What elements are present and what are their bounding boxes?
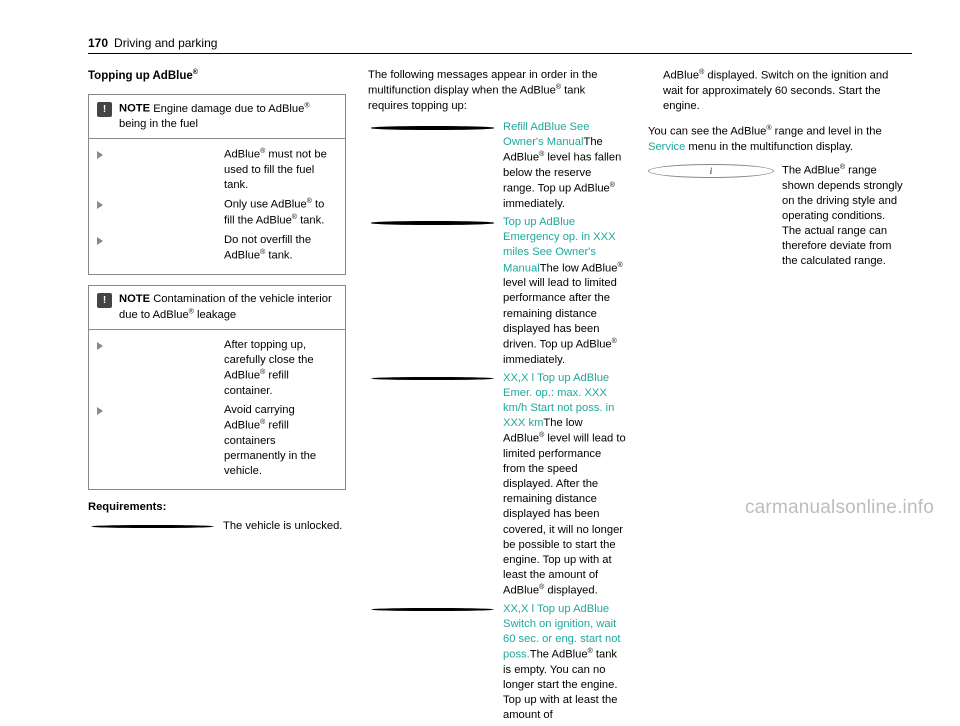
intro-text: The following messages appear in order i… bbox=[368, 68, 626, 114]
triangle-icon bbox=[97, 407, 216, 415]
bullet-icon bbox=[371, 377, 494, 381]
message-item: XX,X l Top up AdBlue Emer. op.: max. XXX… bbox=[368, 371, 626, 599]
message-item: Refill AdBlue See Owner's ManualThe AdBl… bbox=[368, 120, 626, 212]
note-head-text: NOTE Engine damage due to AdBlue® being … bbox=[119, 101, 337, 132]
note-body: After topping up, carefully close the Ad… bbox=[89, 330, 345, 489]
note-header: ! NOTE Engine damage due to AdBlue® bein… bbox=[89, 95, 345, 139]
columns: Topping up AdBlue® ! NOTE Engine damage … bbox=[88, 68, 912, 726]
note-item: AdBlue® must not be used to fill the fue… bbox=[97, 147, 337, 193]
note-item: Do not overfill the AdBlue® tank. bbox=[97, 233, 337, 264]
note-item: Only use AdBlue® to fill the AdBlue® tan… bbox=[97, 197, 337, 229]
page-header: 170 Driving and parking bbox=[88, 36, 912, 54]
column-1: Topping up AdBlue® ! NOTE Engine damage … bbox=[88, 68, 346, 726]
page-section: Driving and parking bbox=[114, 36, 217, 50]
note-box-1: ! NOTE Engine damage due to AdBlue® bein… bbox=[88, 94, 346, 275]
bullet-icon bbox=[371, 221, 494, 225]
page-number: 170 bbox=[88, 36, 108, 50]
triangle-icon bbox=[97, 342, 216, 350]
warning-icon: ! bbox=[97, 102, 112, 117]
manual-page: 170 Driving and parking Topping up AdBlu… bbox=[0, 0, 960, 533]
triangle-icon bbox=[97, 237, 216, 245]
range-paragraph: You can see the AdBlue® range and level … bbox=[648, 124, 906, 155]
column-3: AdBlue® displayed. Switch on the ignitio… bbox=[648, 68, 906, 726]
bullet-icon bbox=[91, 525, 214, 529]
info-note: i The AdBlue® range shown depends strong… bbox=[648, 163, 906, 270]
triangle-icon bbox=[97, 201, 216, 209]
section-heading: Topping up AdBlue® bbox=[88, 68, 346, 84]
message-item: XX,X l Top up AdBlue Switch on ignition,… bbox=[368, 602, 626, 724]
note-box-2: ! NOTE Contamination of the vehicle inte… bbox=[88, 285, 346, 490]
note-body: AdBlue® must not be used to fill the fue… bbox=[89, 139, 345, 274]
note-head-text: NOTE Contamination of the vehicle interi… bbox=[119, 292, 337, 323]
note-item: Avoid carrying AdBlue® refill containers… bbox=[97, 403, 337, 479]
continuation-text: AdBlue® displayed. Switch on the ignitio… bbox=[648, 68, 906, 114]
message-item: Top up AdBlue Emergency op. in XXX miles… bbox=[368, 215, 626, 368]
requirement-item: The vehicle is unlocked. bbox=[88, 519, 346, 534]
note-header: ! NOTE Contamination of the vehicle inte… bbox=[89, 286, 345, 330]
watermark: carmanualsonline.info bbox=[745, 497, 934, 519]
column-2: The following messages appear in order i… bbox=[368, 68, 626, 726]
bullet-icon bbox=[371, 608, 494, 612]
warning-icon: ! bbox=[97, 293, 112, 308]
note-item: After topping up, carefully close the Ad… bbox=[97, 338, 337, 399]
bullet-icon bbox=[371, 126, 494, 130]
info-icon: i bbox=[648, 164, 774, 178]
triangle-icon bbox=[97, 151, 216, 159]
requirements-label: Requirements: bbox=[88, 500, 346, 515]
